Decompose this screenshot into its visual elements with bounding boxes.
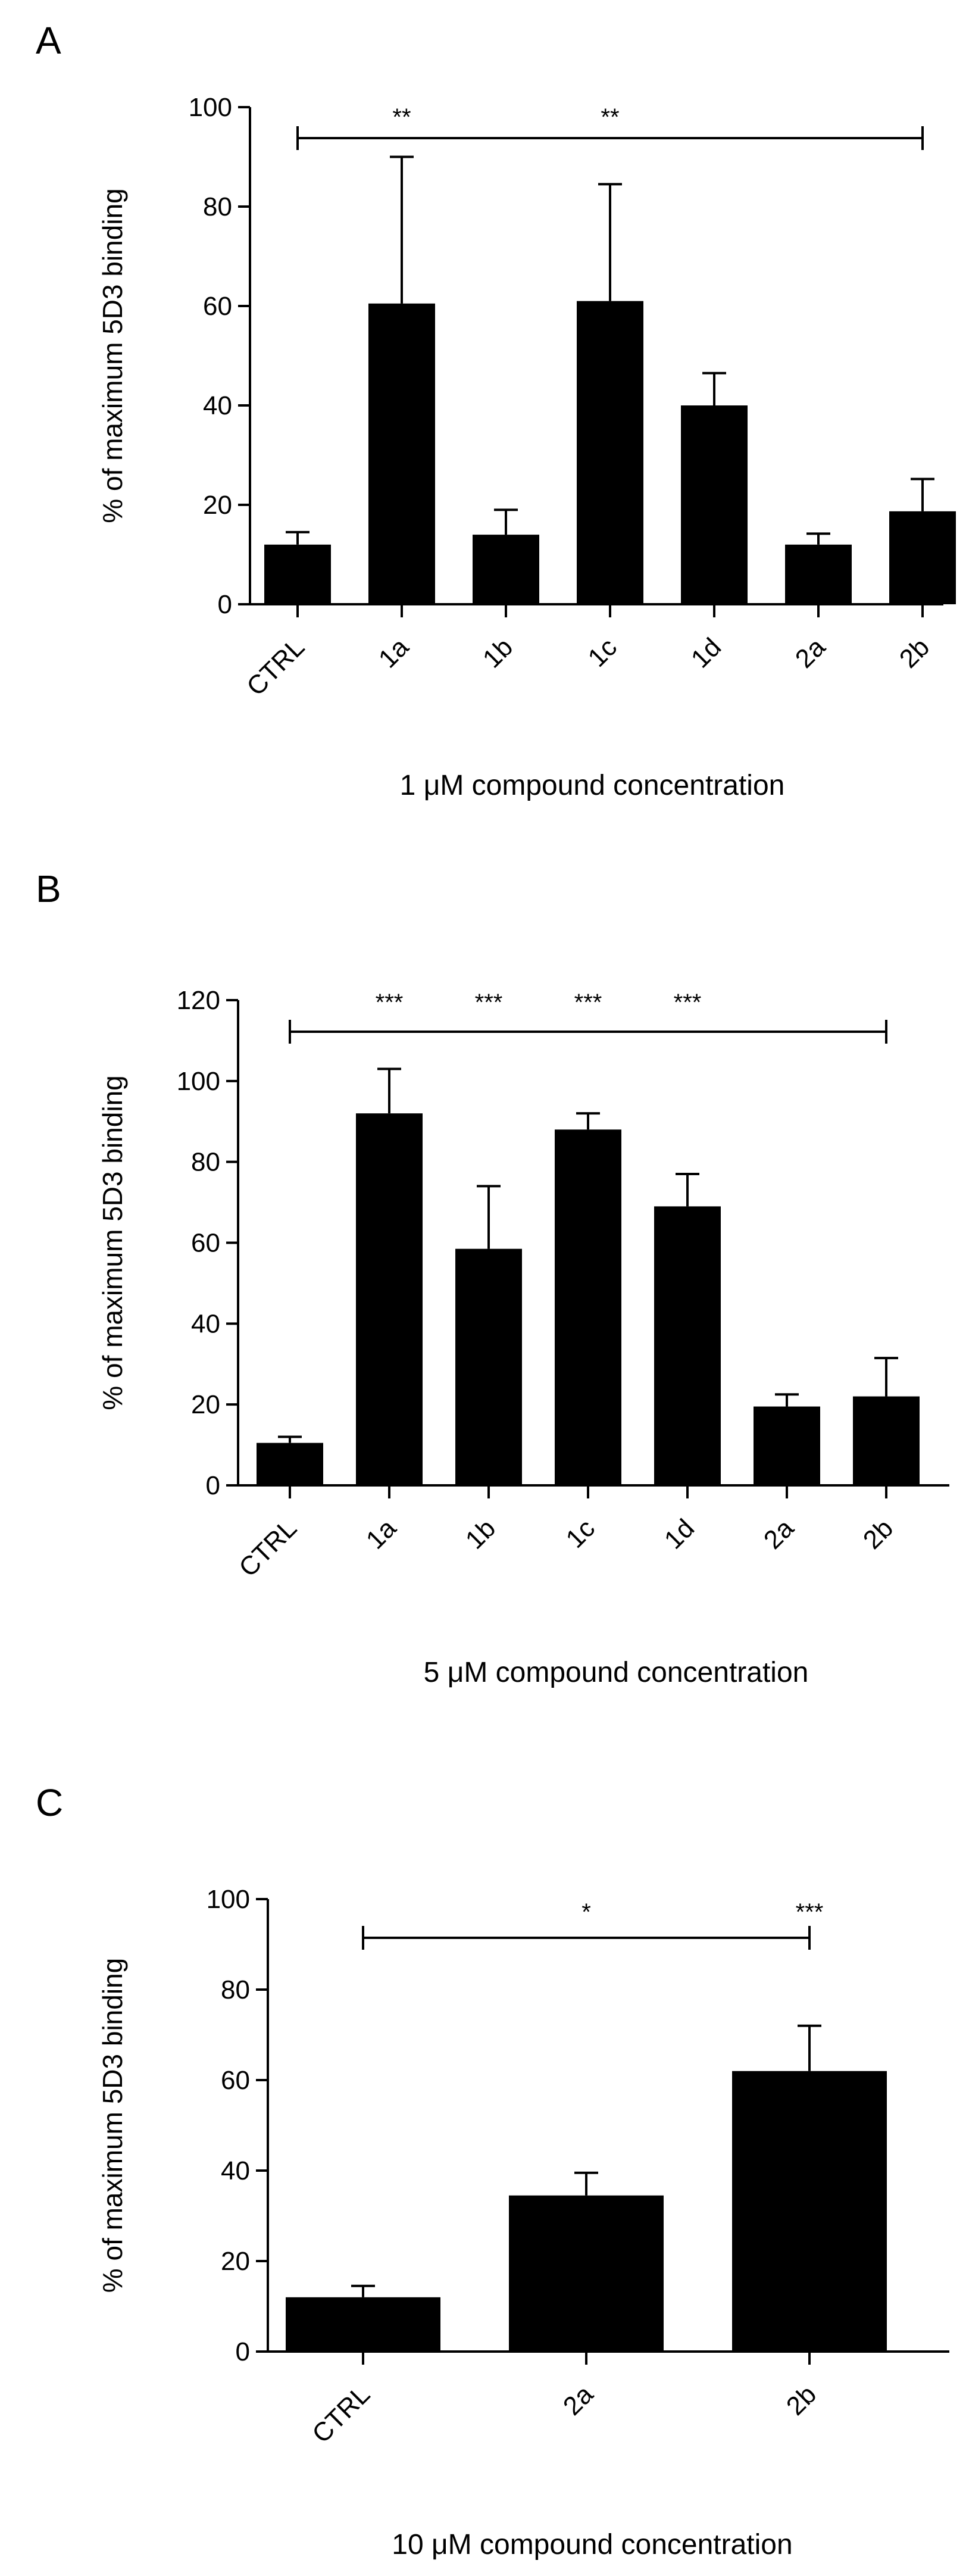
bar-1b xyxy=(455,1248,522,1485)
y-tick-label: 0 xyxy=(236,2337,250,2366)
x-tick-label-1b: 1b xyxy=(460,1513,501,1554)
significance-stars: *** xyxy=(574,989,602,1016)
x-tick-label-2b: 2b xyxy=(781,2380,822,2421)
chart-panel-a: A 0 20 40 60 80 100 CTRL 1a 1b 1c 1d 2a 2b ** ** % of ma… xyxy=(36,19,956,801)
panel-label: C xyxy=(36,1781,63,1824)
x-tick-label-2b: 2b xyxy=(894,632,935,673)
y-tick-label: 40 xyxy=(203,391,232,420)
panel-label: B xyxy=(36,867,61,910)
bar-1c xyxy=(555,1129,621,1485)
y-tick-label: 20 xyxy=(221,2247,250,2276)
bar-2a xyxy=(754,1406,820,1485)
significance-stars: *** xyxy=(475,989,503,1016)
y-tick-label: 80 xyxy=(191,1148,220,1177)
y-tick-label: 20 xyxy=(191,1390,220,1419)
x-tick-label-1c: 1c xyxy=(583,632,623,673)
bar-2b xyxy=(732,2071,887,2352)
bar-1c xyxy=(577,301,643,604)
y-axis-title: % of maximum 5D3 binding xyxy=(97,1958,128,2293)
significance-stars: ** xyxy=(601,104,619,130)
y-tick-label: 20 xyxy=(203,491,232,520)
bar-1b xyxy=(473,535,539,604)
bar-2b xyxy=(889,511,956,604)
bar-2b xyxy=(853,1396,920,1485)
significance-stars: * xyxy=(582,1899,591,1925)
x-tick-label-2a: 2a xyxy=(558,2380,599,2421)
y-tick-label: 120 xyxy=(177,986,220,1015)
panel-label: A xyxy=(36,19,61,62)
y-tick-label: 80 xyxy=(203,192,232,221)
x-tick-label-1c: 1c xyxy=(561,1513,601,1554)
y-tick-label: 100 xyxy=(207,1885,250,1914)
significance-stars: ** xyxy=(392,104,411,130)
x-tick-label-ctrl: CTRL xyxy=(241,632,310,701)
y-tick-label: 60 xyxy=(191,1229,220,1258)
y-tick-label: 100 xyxy=(177,1067,220,1096)
x-tick-label-1a: 1a xyxy=(361,1513,402,1555)
y-tick-label: 60 xyxy=(203,292,232,321)
x-tick-label-ctrl: CTRL xyxy=(233,1513,302,1582)
x-tick-label-1d: 1d xyxy=(659,1513,700,1554)
x-tick-label-2a: 2a xyxy=(758,1513,800,1555)
y-tick-label: 80 xyxy=(221,1975,250,2004)
bar-ctrl xyxy=(264,544,331,604)
y-tick-label: 100 xyxy=(189,93,232,122)
y-tick-label: 40 xyxy=(221,2156,250,2185)
bar-1d xyxy=(681,405,748,604)
y-axis-title: % of maximum 5D3 binding xyxy=(97,1075,128,1410)
bar-ctrl xyxy=(257,1442,323,1485)
x-axis-title: 10 μM compound concentration xyxy=(392,2529,792,2561)
x-tick-label-1b: 1b xyxy=(477,632,518,673)
y-tick-label: 0 xyxy=(206,1471,220,1500)
x-axis-title: 5 μM compound concentration xyxy=(424,1657,809,1688)
x-tick-label-ctrl: CTRL xyxy=(307,2380,376,2449)
significance-stars: *** xyxy=(376,989,404,1016)
x-tick-label-2b: 2b xyxy=(858,1513,899,1554)
bar-ctrl xyxy=(286,2297,440,2352)
y-tick-label: 40 xyxy=(191,1309,220,1338)
bar-1a xyxy=(368,303,435,604)
x-axis-title: 1 μM compound concentration xyxy=(400,770,785,801)
bar-2a xyxy=(509,2195,664,2352)
chart-panel-b: B 0 20 40 60 80 100 120 CTRL 1a 1b 1c 1d 2a 2b *** *** **… xyxy=(36,867,949,1688)
x-tick-label-1d: 1d xyxy=(686,632,727,673)
y-axis-title: % of maximum 5D3 binding xyxy=(97,188,128,523)
bar-1a xyxy=(356,1113,423,1485)
significance-stars: *** xyxy=(674,989,702,1016)
bar-1d xyxy=(654,1206,721,1485)
y-tick-label: 0 xyxy=(218,590,232,619)
x-tick-label-2a: 2a xyxy=(790,632,831,674)
bar-2a xyxy=(785,544,852,604)
y-tick-label: 60 xyxy=(221,2066,250,2095)
significance-stars: *** xyxy=(796,1899,824,1925)
x-tick-label-1a: 1a xyxy=(373,632,415,674)
